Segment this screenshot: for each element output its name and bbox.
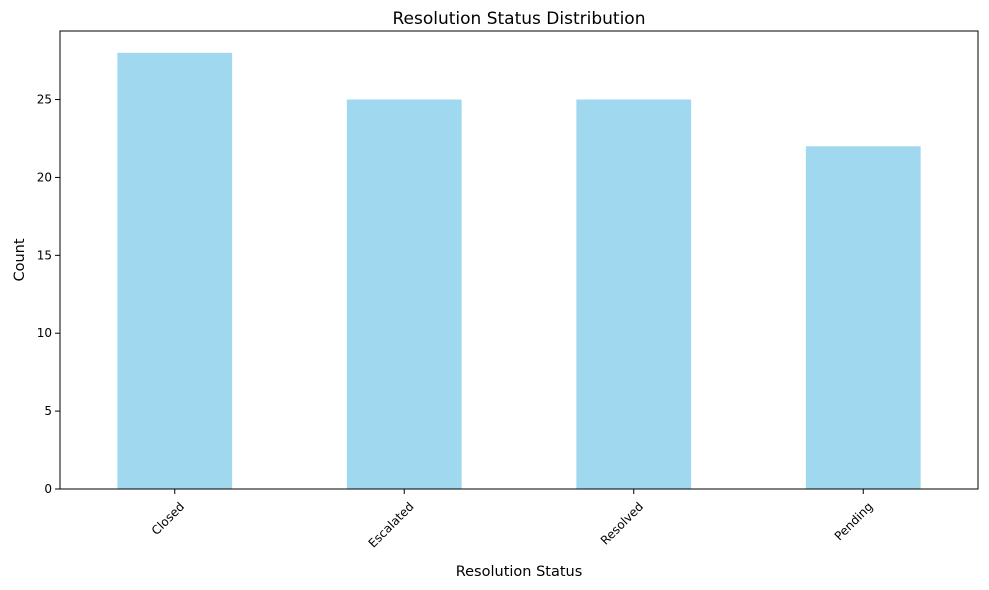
y-tick-label: 25: [37, 93, 52, 107]
y-tick-label: 15: [37, 248, 52, 262]
y-axis: 0 5 10 15 20 25: [37, 93, 60, 496]
plot-frame: [59, 30, 979, 490]
bar-pending: [805, 146, 921, 489]
y-tick-label: 0: [44, 482, 52, 496]
y-axis-label: Count: [12, 238, 28, 281]
x-axis-label: Resolution Status: [456, 564, 583, 580]
bar-closed: [117, 52, 233, 490]
bar-series: [117, 52, 921, 490]
y-tick-label: 5: [44, 404, 52, 418]
y-tick-label: 20: [37, 170, 52, 184]
chart-title: Resolution Status Distribution: [393, 9, 646, 29]
bar-escalated: [346, 99, 462, 489]
bar-resolved: [576, 99, 692, 489]
y-tick-label: 10: [37, 326, 52, 340]
